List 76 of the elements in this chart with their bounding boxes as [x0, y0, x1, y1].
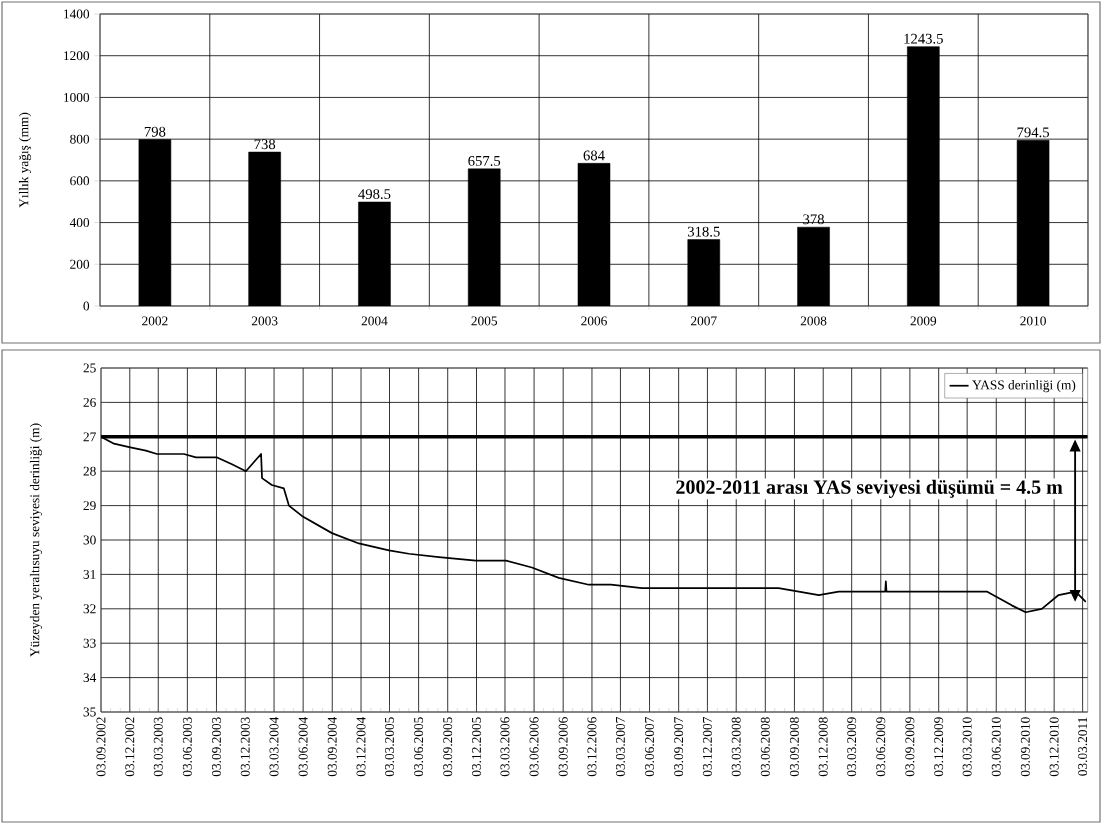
y-tick-label: 800 — [70, 134, 90, 144]
x-tick-label: 03.03.2011 — [1078, 717, 1088, 776]
x-tick-label: 03.06.2003 — [182, 717, 192, 777]
x-tick-label: 03.12.2002 — [125, 717, 135, 777]
x-tick-label: 03.12.2008 — [818, 717, 828, 777]
y-tick-label: 1400 — [64, 9, 90, 19]
legend-label: YASS derinliği (m) — [972, 380, 1076, 393]
x-tick-label: 2005 — [471, 316, 498, 326]
y-tick-label: 33 — [83, 638, 96, 648]
x-tick-label: 2008 — [800, 316, 827, 326]
x-tick-label: 03.06.2005 — [414, 717, 424, 777]
y-tick-label: 28 — [83, 466, 96, 476]
x-tick-label: 2009 — [910, 316, 937, 326]
x-tick-label: 03.12.2005 — [471, 717, 482, 777]
y-tick-label: 25 — [83, 363, 96, 373]
x-tick-label: 03.03.2010 — [962, 717, 972, 777]
y-tick-label: 35 — [83, 707, 96, 717]
data-label: 798 — [144, 126, 166, 137]
x-tick-label: 03.03.2004 — [269, 716, 279, 777]
x-tick-label: 2004 — [361, 316, 388, 326]
x-tick-label: 03.12.2010 — [1049, 717, 1059, 777]
data-label: 684 — [583, 150, 605, 161]
x-tick-label: 03.09.2002 — [96, 717, 106, 777]
y-tick-label: 34 — [83, 673, 97, 683]
x-tick-label: 03.09.2005 — [443, 717, 453, 777]
x-tick-label: 03.06.2006 — [529, 717, 539, 777]
x-tick-label: 03.09.2009 — [905, 717, 915, 777]
x-tick-label: 03.03.2009 — [847, 717, 857, 777]
x-tick-label: 03.12.2006 — [587, 717, 597, 777]
x-tick-label: 03.09.2007 — [674, 717, 684, 777]
y-tick-label: 30 — [83, 535, 96, 545]
x-tick-label: 03.03.2008 — [731, 717, 741, 777]
data-label: 378 — [803, 214, 824, 225]
y-tick-label: 26 — [83, 397, 96, 407]
x-tick-label: 03.03.2005 — [384, 717, 395, 777]
data-label: 1243.5 — [904, 33, 943, 44]
x-tick-label: 03.03.2003 — [153, 717, 163, 777]
y-axis-title: Yıllık yağış (mm) — [18, 112, 32, 208]
x-tick-label: 03.09.2008 — [789, 717, 799, 777]
x-tick-label: 2010 — [1020, 316, 1046, 326]
data-label: 794.5 — [1017, 127, 1050, 138]
x-tick-label: 03.12.2007 — [702, 717, 712, 777]
x-tick-label: 03.03.2007 — [615, 717, 625, 777]
data-label: 498.5 — [358, 189, 391, 200]
data-label: 657.5 — [468, 156, 501, 166]
data-label: 318.5 — [687, 226, 720, 237]
x-tick-label: 03.03.2006 — [500, 717, 510, 777]
annotation: 2002-2011 arası YAS seviyesi düşümü = 4.5 m — [676, 479, 1063, 498]
x-tick-label: 2003 — [251, 316, 278, 326]
data-label: 738 — [254, 139, 276, 150]
y-tick-label: 0 — [83, 301, 90, 311]
y-tick-label: 200 — [70, 259, 90, 269]
x-tick-label: 03.09.2003 — [211, 717, 221, 777]
y-tick-label: 32 — [83, 604, 96, 614]
x-tick-label: 03.06.2008 — [760, 717, 770, 777]
x-tick-label: 03.06.2009 — [876, 717, 886, 777]
x-tick-label: 03.09.2010 — [1020, 717, 1030, 777]
x-tick-label: 03.06.2010 — [991, 717, 1001, 777]
x-tick-label: 2002 — [142, 316, 168, 326]
y-tick-label: 27 — [83, 432, 96, 442]
y-axis-title: Yüzeyden yeraltısuyu seviyesi derinliği (m) — [29, 423, 43, 657]
x-tick-label: 03.12.2004 — [356, 716, 366, 777]
x-tick-label: 2006 — [581, 316, 607, 326]
x-tick-label: 03.12.2009 — [934, 717, 944, 777]
x-tick-label: 03.06.2007 — [645, 717, 655, 777]
x-tick-label: 2007 — [691, 316, 717, 326]
x-tick-label: 03.09.2004 — [327, 716, 337, 777]
y-tick-label: 29 — [83, 501, 96, 511]
x-tick-label: 03.09.2006 — [558, 717, 568, 777]
x-tick-label: 03.12.2003 — [240, 717, 250, 777]
y-tick-label: 600 — [70, 176, 90, 186]
y-tick-label: 1200 — [64, 51, 90, 61]
y-tick-label: 1000 — [64, 92, 90, 102]
y-tick-label: 31 — [83, 569, 96, 579]
y-tick-label: 400 — [69, 218, 90, 228]
x-tick-label: 03.06.2004 — [298, 716, 308, 777]
